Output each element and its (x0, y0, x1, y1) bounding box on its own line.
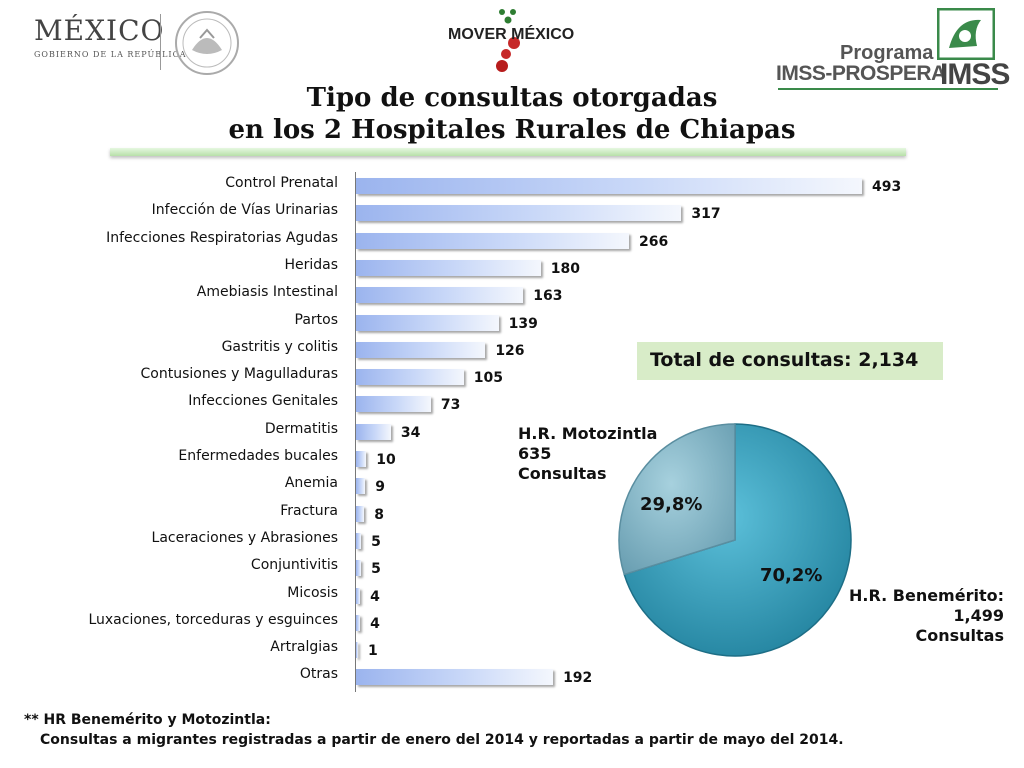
bar-value-label: 266 (639, 233, 669, 250)
bar-value-label: 493 (872, 179, 902, 195)
bar-category-label: Anemia (284, 475, 338, 492)
bar-category-label: Otras (299, 666, 338, 683)
bar (356, 478, 366, 495)
total-box (637, 342, 943, 380)
footnote-title: ** HR Benemérito y Motozintla: (24, 712, 271, 728)
bar (356, 287, 524, 304)
bar (356, 669, 554, 686)
pie-slice-benemerito (623, 423, 852, 657)
bar-category-label: Artralgias (270, 639, 338, 656)
motozintla-unit: Consultas (518, 464, 607, 483)
page-title: Tipo de consultas otorgadas en los 2 Hos… (110, 82, 914, 146)
bar (356, 587, 361, 604)
pie-percent-motozintla: 29,8% (640, 494, 703, 515)
title-underline-bar (110, 148, 906, 156)
bar-value-label: 73 (440, 397, 461, 414)
bar-value-label: 105 (473, 370, 503, 387)
benemerito-unit: Consultas (915, 626, 1005, 645)
imss-program-label: Programa (840, 42, 934, 64)
bar-value-label: 34 (400, 424, 421, 441)
national-seal-icon (175, 11, 239, 75)
mexico-logo-subtitle: GOBIERNO DE LA REPÚBLICA (34, 50, 187, 59)
bar-category-label: Amebiasis Intestinal (196, 284, 338, 301)
bar-value-label: 9 (375, 479, 385, 496)
bar (356, 532, 362, 549)
pie-chart (618, 423, 852, 657)
bar (356, 642, 358, 659)
bar-value-label: 192 (563, 670, 593, 687)
bar-value-label: 8 (374, 506, 384, 523)
bar-category-label: Laceraciones y Abrasiones (151, 529, 338, 546)
bar (356, 560, 362, 577)
bar-category-label: Partos (294, 311, 339, 328)
mover-mexico-dots-icon (496, 9, 520, 72)
title-line-1: Tipo de consultas otorgadas (306, 83, 718, 113)
bar (356, 178, 862, 194)
bar-value-label: 126 (495, 342, 525, 359)
bar-category-label: Infecciones Genitales (188, 393, 338, 410)
bar-category-label: Dermatitis (264, 420, 338, 437)
bar (356, 614, 361, 631)
bar-value-label: 180 (550, 260, 580, 277)
bar-category-label: Control Prenatal (225, 175, 338, 191)
pie-percent-benemerito: 70,2% (760, 565, 823, 586)
bar-value-label: 4 (370, 588, 380, 605)
pie-label-benemerito: H.R. Benemérito: 1,499 Consultas (800, 586, 1004, 646)
motozintla-count: 635 (518, 444, 552, 463)
total-consultations-label: Total de consultas: 2,134 (650, 349, 919, 371)
bar-category-label: Luxaciones, torceduras y esguinces (88, 611, 338, 628)
bar (356, 259, 541, 276)
bar-chart-axis (355, 172, 356, 692)
bar (356, 205, 682, 222)
footnote-text: Consultas a migrantes registradas a part… (40, 732, 844, 748)
benemerito-name: H.R. Benemérito: (849, 586, 1004, 605)
bar (356, 396, 431, 413)
bar-category-label: Enfermedades bucales (178, 448, 338, 464)
bar (356, 341, 486, 358)
bar-category-label: Gastritis y colitis (221, 338, 338, 355)
logo-divider (160, 14, 161, 70)
bar-value-label: 1 (368, 643, 378, 660)
imss-prospera-label: IMSS-PROSPERA (776, 62, 946, 85)
bar (356, 423, 391, 440)
mexico-logo-title: MÉXICO (34, 14, 165, 47)
bar (356, 505, 365, 522)
bar-value-label: 5 (371, 561, 381, 578)
imss-logo-underline (778, 88, 998, 90)
bar-category-label: Micosis (287, 584, 338, 601)
bar-category-label: Contusiones y Magulladuras (140, 366, 338, 383)
benemerito-count: 1,499 (953, 606, 1004, 625)
bar-category-label: Heridas (284, 256, 338, 273)
bar-value-label: 4 (370, 615, 380, 632)
bar-value-label: 10 (376, 452, 396, 468)
bar-value-label: 139 (508, 315, 538, 332)
bar-value-label: 5 (371, 533, 381, 550)
bar-value-label: 317 (691, 206, 721, 223)
bar (356, 314, 499, 331)
title-line-2: en los 2 Hospitales Rurales de Chiapas (228, 115, 796, 145)
imss-eagle-icon (937, 8, 995, 60)
bar-category-label: Fractura (280, 502, 338, 519)
imss-logo-word: IMSS (940, 58, 1010, 91)
motozintla-name: H.R. Motozintla (518, 424, 658, 443)
mover-mexico-logo-text: MOVER MÉXICO (448, 26, 575, 43)
bar (356, 232, 629, 249)
bar (356, 451, 367, 467)
bar-category-label: Conjuntivitis (250, 557, 338, 574)
pie-label-motozintla: H.R. Motozintla 635 Consultas (518, 424, 657, 484)
pie-slice-motozintla (618, 423, 736, 576)
bar-category-label: Infecciones Respiratorias Agudas (106, 229, 338, 246)
bar-category-label: Infección de Vías Urinarias (151, 202, 338, 219)
bar (356, 369, 464, 386)
bar-value-label: 163 (533, 288, 563, 305)
